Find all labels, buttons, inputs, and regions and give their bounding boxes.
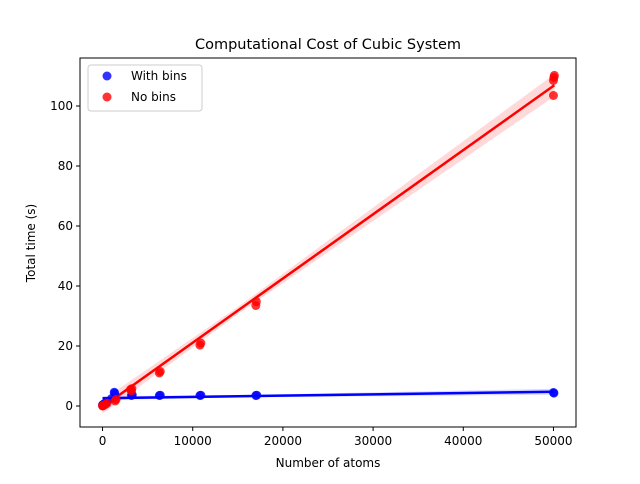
x-axis-label: Number of atoms [276,456,381,470]
x-tick-label: 0 [99,434,107,448]
y-axis-ticks: 0 20 40 60 80 100 [50,99,80,413]
data-point-no-bins [102,398,112,408]
x-axis-ticks: 0 10000 20000 30000 40000 50000 [99,427,573,448]
y-tick-label: 20 [58,339,73,353]
data-point-no-bins [111,394,121,404]
x-tick-label: 20000 [264,434,302,448]
legend-label: With bins [131,69,187,83]
x-tick-label: 10000 [174,434,212,448]
y-tick-label: 0 [65,399,73,413]
y-tick-label: 100 [50,99,73,113]
data-point-no-bins [127,384,137,394]
data-point-no-bins [548,91,558,100]
regression-lines [101,84,556,408]
legend: With bins No bins [87,64,203,112]
x-tick-label: 40000 [444,434,482,448]
legend-frame [87,64,203,112]
x-tick-label: 50000 [534,434,572,448]
plot-frame [79,57,577,428]
legend-marker [102,71,112,81]
x-tick-label: 30000 [354,434,392,448]
data-point-no-bins [549,70,559,80]
data-point-with-bins [155,390,165,400]
data-point-no-bins [251,297,261,307]
regression-line-no-bins [101,84,556,408]
confidence-band-no-bins [102,74,555,414]
y-axis-label: Total time (s) [24,204,38,283]
y-tick-label: 80 [58,159,73,173]
data-point-no-bins [196,338,206,348]
y-tick-label: 60 [58,219,73,233]
data-point-with-bins [549,388,559,398]
data-point-with-bins [196,390,206,400]
y-tick-label: 40 [58,279,73,293]
regression-line-with-bins [102,390,554,400]
chart-title: Computational Cost of Cubic System [195,37,461,53]
data-point-no-bins [155,367,165,376]
data-point-with-bins [252,390,262,400]
legend-marker [102,92,112,102]
legend-label: No bins [131,90,176,104]
data-points [98,70,559,411]
